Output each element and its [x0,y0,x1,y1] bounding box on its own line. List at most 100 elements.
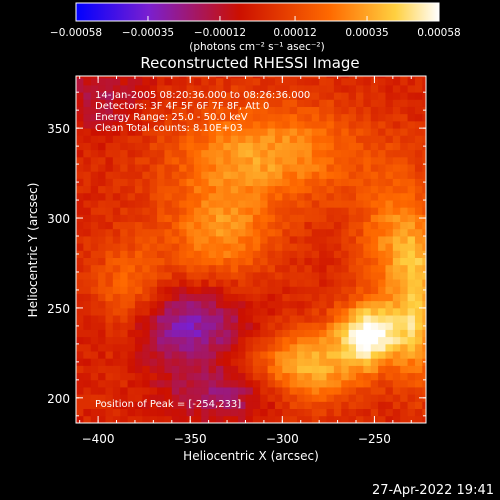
heatmap-cell [297,286,305,294]
heatmap-cell [252,171,261,179]
heatmap-cell [193,178,202,187]
heatmap-cell [171,185,180,194]
heatmap-cell [230,214,239,223]
heatmap-cell [304,387,313,395]
heatmap-cell [356,84,364,93]
heatmap-cell [120,365,128,374]
heatmap-cell [179,120,187,129]
heatmap-cell [348,336,357,345]
heatmap-cell [238,358,246,366]
heatmap-cell [164,200,173,208]
heatmap-cell [120,171,128,179]
heatmap-cell [348,365,357,374]
heatmap-cell [179,200,187,208]
heatmap-cell [98,293,106,302]
heatmap-cell [112,113,121,122]
heatmap-cell [186,164,195,172]
heatmap-cell [333,279,342,287]
heatmap-cell [414,156,423,165]
heatmap-cell [385,387,394,395]
heatmap-cell [341,271,350,280]
heatmap-cell [363,243,372,251]
colorbar-tick-label: −0.00012 [194,27,246,39]
heatmap-cell [223,300,232,309]
heatmap-cell [304,156,313,165]
heatmap-cell [422,300,427,309]
heatmap-cell [348,156,357,165]
heatmap-cell [164,351,173,359]
heatmap-cell [304,149,313,158]
heatmap-cell [149,322,158,330]
heatmap-cell [83,387,92,395]
heatmap-cell [112,207,121,215]
heatmap-cell [157,387,165,395]
heatmap-cell [76,415,84,424]
heatmap-cell [260,228,268,237]
heatmap-cell [363,322,372,330]
heatmap-cell [223,156,232,165]
heatmap-cell [76,178,84,187]
heatmap-cell [186,279,195,287]
heatmap-cell [304,142,313,151]
heatmap-cell [142,128,151,136]
heatmap-cell [134,415,143,424]
heatmap-cell [341,120,350,129]
heatmap-cell [142,106,151,115]
heatmap-cell [319,264,327,273]
heatmap-cell [208,207,217,215]
heatmap-cell [304,77,313,86]
heatmap-cell [370,408,379,417]
heatmap-cell [208,336,217,345]
heatmap-cell [341,92,350,100]
heatmap-cell [105,415,114,424]
heatmap-cell [274,329,283,338]
heatmap-cell [356,185,364,194]
heatmap-cell [378,315,386,323]
heatmap-cell [149,113,158,122]
heatmap-cell [297,401,305,410]
heatmap-cell [164,149,173,158]
heatmap-cell [422,156,427,165]
heatmap-cell [333,343,342,352]
heatmap-cell [149,221,158,230]
heatmap-cell [238,178,246,187]
heatmap-cell [400,257,408,266]
heatmap-cell [164,322,173,330]
heatmap-cell [216,207,224,215]
heatmap-cell [127,379,136,388]
heatmap-cell [216,171,224,179]
heatmap-cell [98,106,106,115]
heatmap-cell [201,329,210,338]
heatmap-cell [267,279,276,287]
heatmap-cell [120,178,128,187]
heatmap-cell [134,228,143,237]
heatmap-cell [127,271,136,280]
heatmap-cell [127,286,136,294]
heatmap-cell [120,207,128,215]
heatmap-cell [363,365,372,374]
heatmap-cell [120,221,128,230]
heatmap-cell [400,156,408,165]
heatmap-cell [83,336,92,345]
heatmap-cell [348,221,357,230]
heatmap-cell [392,365,401,374]
heatmap-cell [245,192,254,201]
heatmap-cell [230,171,239,179]
heatmap-cell [98,156,106,165]
heatmap-cell [223,401,232,410]
heatmap-cell [378,200,386,208]
heatmap-cell [407,358,416,366]
heatmap-cell [274,243,283,251]
heatmap-cell [356,200,364,208]
heatmap-cell [149,315,158,323]
heatmap-cell [142,322,151,330]
heatmap-cell [157,200,165,208]
heatmap-cell [223,77,232,86]
heatmap-cell [341,236,350,244]
heatmap-cell [348,322,357,330]
heatmap-cell [297,113,305,122]
heatmap-cell [238,192,246,201]
heatmap-cell [171,236,180,244]
heatmap-cell [363,149,372,158]
heatmap-cell [193,279,202,287]
